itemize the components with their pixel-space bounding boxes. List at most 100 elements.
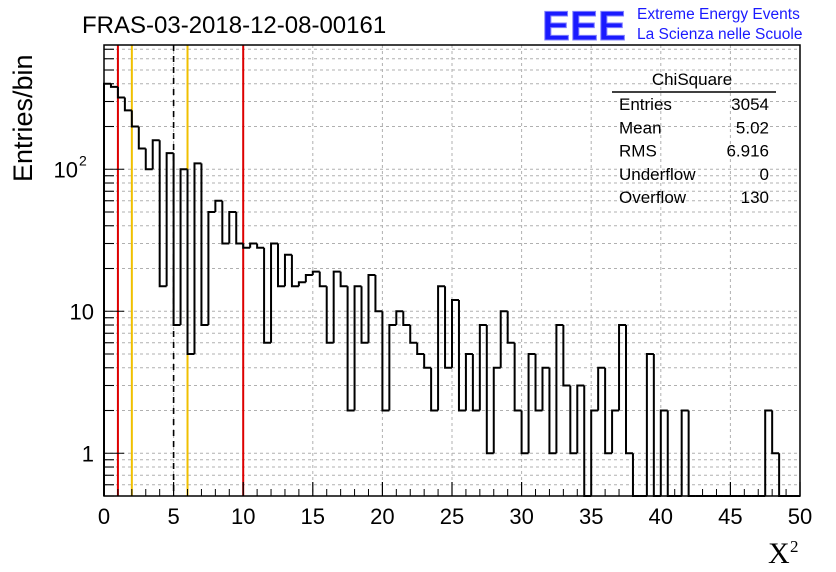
histogram-bin [256, 243, 265, 249]
histogram-bin [137, 126, 146, 150]
x-tick-label: 50 [788, 504, 812, 529]
histogram-bin [618, 324, 626, 411]
histogram-bin [527, 353, 536, 454]
histogram-bin [116, 86, 125, 99]
y-tick-label: 10 [70, 299, 94, 324]
histogram-bin [374, 275, 383, 313]
histogram-bin [569, 385, 578, 455]
histogram-bin [103, 82, 111, 496]
histogram-series [103, 82, 800, 497]
histogram-bin [590, 409, 599, 496]
histogram-bin [172, 153, 181, 327]
histogram-bin [416, 342, 425, 356]
histogram-bin [680, 409, 689, 496]
x-tick-label: 10 [231, 504, 255, 529]
histogram-bin [360, 286, 369, 344]
y-tick-label: 1 [82, 441, 94, 466]
histogram-bin [130, 110, 139, 128]
histogram-bin [151, 139, 160, 170]
histogram-bin [499, 310, 508, 368]
histogram-bin [534, 354, 543, 412]
stats-row-value: 0 [760, 165, 769, 184]
histogram-bin [457, 300, 466, 412]
x-tick-label: 20 [370, 504, 394, 529]
x-tick-label: 45 [718, 504, 742, 529]
x-tick-label: 35 [579, 504, 603, 529]
histogram-bin [764, 409, 773, 496]
histogram-bin [604, 367, 613, 455]
histogram-bin [207, 211, 216, 326]
x-axis-label: X 2 [768, 537, 799, 570]
histogram-bin [311, 270, 320, 276]
histogram-bin [471, 354, 480, 412]
histogram-bin [367, 274, 376, 343]
chart-title: FRAS-03-2018-12-08-00161 [82, 12, 386, 39]
histogram-bin [221, 200, 230, 245]
histogram-bin [395, 310, 404, 326]
y-tick-label: 10 [54, 157, 78, 182]
histogram-bin [109, 83, 118, 88]
histogram-bin [214, 199, 223, 213]
stats-row-value: 6.916 [726, 142, 769, 161]
histogram-bin [270, 242, 278, 343]
stats-row-value: 3054 [731, 95, 769, 114]
histogram-bin [645, 353, 654, 496]
histogram-bin [318, 271, 327, 288]
histogram-bin [186, 169, 195, 356]
histogram-bin [492, 366, 501, 454]
histogram-bin [297, 281, 306, 287]
histogram-bin [283, 253, 292, 287]
histogram-bin [597, 366, 606, 411]
histogram-bin [423, 354, 432, 369]
stats-row-label: Overflow [619, 188, 687, 207]
histogram-bin [158, 140, 167, 288]
x-tick-label: 25 [440, 504, 464, 529]
histogram-bin [200, 163, 209, 327]
histogram-bin [409, 325, 418, 344]
histogram-bin [555, 324, 564, 454]
x-tick-label: 5 [167, 504, 179, 529]
stats-rows: Entries 3054 Mean 5.02 RMS 6.916 Underflow 0 Ove… [619, 95, 769, 207]
histogram-bin [464, 353, 473, 411]
histogram-bin [562, 325, 571, 387]
logo-line-2: La Scienza nelle Scuole [637, 26, 802, 43]
histogram-bin [193, 162, 202, 355]
histogram-bin [388, 324, 397, 411]
histogram-bin [576, 384, 585, 454]
histogram-bin [290, 254, 299, 288]
histogram-bin [353, 285, 362, 411]
axis-ticks [103, 48, 801, 497]
histogram-bin [451, 299, 459, 368]
stats-row-label: Entries [619, 95, 672, 114]
stats-row-label: Underflow [619, 165, 696, 184]
histogram-bin [277, 243, 285, 288]
stats-box: ChiSquare Entries 3054 Mean 5.02 RMS 6.916 Und… [612, 70, 776, 207]
x-tick-label: 40 [649, 504, 673, 529]
histogram-bin [242, 243, 251, 249]
histogram-bin [402, 311, 411, 327]
stats-row-label: RMS [619, 142, 657, 161]
histogram-bin [263, 247, 272, 344]
histogram-bin [659, 409, 668, 496]
stats-title: ChiSquare [652, 70, 732, 89]
logo-line-1: Extreme Energy Events [637, 6, 800, 23]
histogram-bin [430, 367, 439, 412]
histogram-bin [541, 366, 550, 411]
histogram-bin [381, 311, 390, 412]
histogram-bin [325, 286, 334, 344]
x-axis-label-base: X [768, 537, 790, 570]
histogram-bin [437, 285, 446, 411]
y-tick-label-superscript: 2 [79, 152, 87, 168]
histogram-bin [249, 242, 258, 248]
histogram-bin [332, 270, 341, 343]
stats-row-value: 5.02 [736, 118, 769, 137]
x-tick-label: 30 [509, 504, 533, 529]
histogram-bin [611, 409, 620, 454]
x-axis-label-superscript: 2 [790, 537, 799, 556]
logo-eee: EEE [542, 2, 626, 49]
histogram-bin [506, 311, 515, 344]
histogram-bin [144, 148, 153, 171]
histogram-bin [548, 367, 557, 455]
